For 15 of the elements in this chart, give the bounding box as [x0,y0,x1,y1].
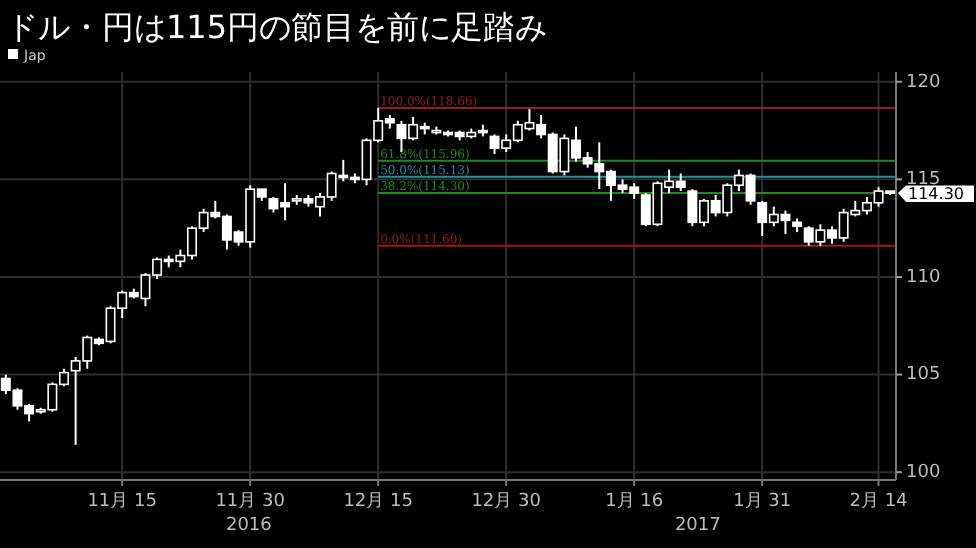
x-tick-label: 12月 15 [343,492,413,512]
chart-title: ドル・円は115円の節目を前に足踏み [6,8,548,46]
x-tick-label: 1月 31 [733,492,792,512]
annotation: 2016 [225,516,272,536]
annotation: 114.30 [898,185,974,204]
x-tick-label: 2月 14 [849,492,909,512]
y-tick-label: 100 [906,462,941,483]
y-tick-label: 105 [906,365,941,386]
y-tick-label: 120 [906,72,941,93]
x-tick-label: 1月 16 [605,492,664,512]
annotation: 2017 [674,516,721,536]
x-tick-label: 12月 30 [471,492,542,512]
y-tick-label: 110 [906,267,941,288]
x-tick-label: 11月 30 [215,492,286,512]
x-tick-label: 11月 15 [87,492,157,512]
